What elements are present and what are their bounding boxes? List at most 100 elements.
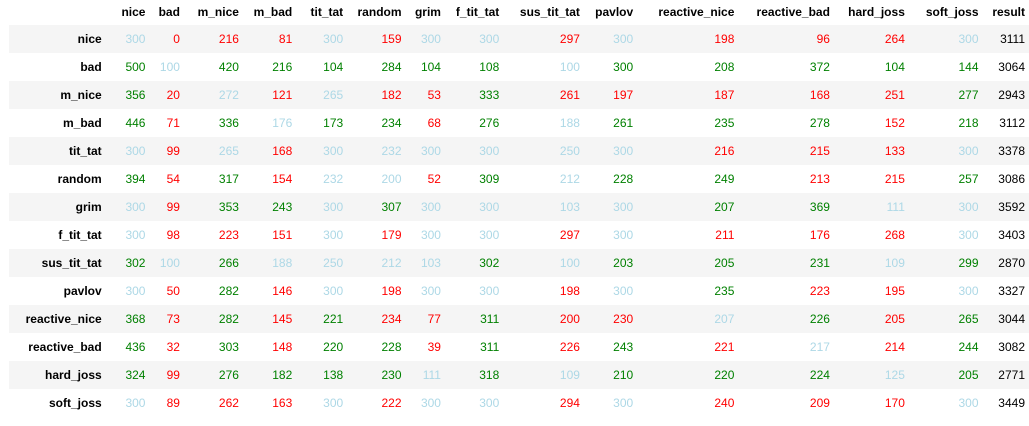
cell-hard-joss: 111 — [886, 200, 905, 214]
cell-sus-tit-tat: 261 — [559, 88, 580, 102]
results-table: nice bad m_nice m_bad tit_tat random grim f_tit… — [9, 0, 1029, 417]
cell-random: 198 — [381, 284, 402, 298]
cell-grim: 300 — [420, 396, 441, 410]
cell-m-bad: 121 — [272, 88, 293, 102]
cell-nice: 368 — [125, 312, 146, 326]
cell-sus-tit-tat: 226 — [559, 340, 580, 354]
cell-reactive-nice: 207 — [714, 312, 735, 326]
cell-nice: 300 — [125, 396, 146, 410]
cell-bad: 100 — [159, 256, 180, 270]
cell-soft-joss: 300 — [958, 200, 979, 214]
cell-hard-joss: 104 — [884, 60, 905, 74]
table-row: soft_joss 300 89 262 163 300 222 300 300 294 300 24… — [9, 389, 1029, 417]
header-corner — [9, 0, 106, 25]
cell-hard-joss: 251 — [884, 88, 905, 102]
cell-m-bad: 216 — [272, 60, 293, 74]
cell-f-tit-tat: 276 — [479, 116, 500, 130]
cell-m-bad: 154 — [272, 172, 293, 186]
cell-reactive-bad: 223 — [809, 284, 830, 298]
cell-random: 212 — [381, 256, 402, 270]
row-label: f_tit_tat — [58, 228, 102, 242]
cell-tit-tat: 250 — [323, 256, 344, 270]
cell-reactive-nice: 221 — [714, 340, 735, 354]
cell-nice: 300 — [125, 200, 146, 214]
table-row: tit_tat 300 99 265 168 300 232 300 300 250 300 216 2… — [9, 137, 1029, 165]
cell-pavlov: 243 — [613, 340, 634, 354]
row-label: grim — [75, 200, 102, 214]
cell-tit-tat: 220 — [323, 340, 344, 354]
cell-m-nice: 265 — [218, 144, 239, 158]
cell-m-bad: 146 — [272, 284, 293, 298]
cell-soft-joss: 300 — [958, 396, 979, 410]
cell-pavlov: 203 — [613, 256, 634, 270]
cell-f-tit-tat: 300 — [479, 284, 500, 298]
column-header-m-nice: m_nice — [197, 5, 239, 19]
cell-reactive-bad: 176 — [809, 228, 830, 242]
column-header-result: result — [992, 5, 1025, 19]
cell-reactive-bad: 215 — [809, 144, 830, 158]
cell-m-nice: 353 — [218, 200, 239, 214]
cell-nice: 436 — [125, 340, 146, 354]
table-row: nice 300 0 216 81 300 159 300 300 297 300 198 96 264 3… — [9, 25, 1029, 53]
cell-tit-tat: 300 — [323, 144, 344, 158]
cell-soft-joss: 218 — [958, 116, 979, 130]
cell-result: 3403 — [998, 228, 1025, 242]
table-row: f_tit_tat 300 98 223 151 300 179 300 300 297 300 21… — [9, 221, 1029, 249]
column-header-hard-joss: hard_joss — [848, 5, 905, 19]
cell-pavlov: 230 — [613, 312, 634, 326]
cell-sus-tit-tat: 100 — [559, 256, 580, 270]
header-row: nice bad m_nice m_bad tit_tat random grim f_tit… — [9, 0, 1029, 25]
cell-tit-tat: 300 — [323, 200, 344, 214]
cell-grim: 300 — [420, 228, 441, 242]
cell-f-tit-tat: 318 — [479, 368, 500, 382]
cell-reactive-bad: 224 — [809, 368, 830, 382]
cell-hard-joss: 152 — [884, 116, 905, 130]
cell-nice: 300 — [125, 284, 146, 298]
cell-hard-joss: 205 — [884, 312, 905, 326]
cell-m-nice: 276 — [218, 368, 239, 382]
cell-nice: 500 — [125, 60, 146, 74]
cell-bad: 99 — [166, 144, 180, 158]
cell-pavlov: 300 — [613, 144, 634, 158]
cell-bad: 32 — [166, 340, 180, 354]
cell-m-bad: 243 — [272, 200, 293, 214]
cell-soft-joss: 244 — [958, 340, 979, 354]
cell-tit-tat: 138 — [323, 368, 344, 382]
cell-tit-tat: 300 — [323, 32, 344, 46]
cell-tit-tat: 300 — [323, 396, 344, 410]
row-label: bad — [80, 60, 102, 74]
cell-m-bad: 182 — [272, 368, 293, 382]
cell-f-tit-tat: 300 — [479, 144, 500, 158]
cell-result: 2771 — [998, 368, 1025, 382]
cell-reactive-nice: 220 — [714, 368, 735, 382]
cell-f-tit-tat: 300 — [479, 228, 500, 242]
cell-result: 3449 — [998, 396, 1025, 410]
cell-f-tit-tat: 309 — [479, 172, 500, 186]
cell-reactive-nice: 235 — [714, 284, 735, 298]
cell-pavlov: 261 — [613, 116, 634, 130]
cell-soft-joss: 265 — [958, 312, 979, 326]
cell-reactive-bad: 369 — [809, 200, 830, 214]
cell-f-tit-tat: 311 — [480, 340, 500, 354]
cell-m-nice: 282 — [218, 312, 239, 326]
cell-result: 3064 — [998, 60, 1025, 74]
cell-soft-joss: 300 — [958, 284, 979, 298]
cell-m-bad: 145 — [272, 312, 293, 326]
row-label: hard_joss — [44, 368, 102, 382]
cell-f-tit-tat: 302 — [479, 256, 500, 270]
cell-random: 232 — [381, 144, 402, 158]
table-row: hard_joss 324 99 276 182 138 230 111 318 109 210 22… — [9, 361, 1029, 389]
cell-bad: 99 — [166, 200, 180, 214]
cell-reactive-nice: 216 — [714, 144, 735, 158]
cell-grim: 52 — [427, 172, 441, 186]
column-header-nice: nice — [121, 5, 146, 19]
cell-soft-joss: 205 — [958, 368, 979, 382]
cell-reactive-bad: 226 — [809, 312, 830, 326]
cell-result: 3112 — [999, 116, 1025, 130]
cell-m-nice: 303 — [218, 340, 239, 354]
cell-sus-tit-tat: 294 — [559, 396, 580, 410]
cell-random: 200 — [381, 172, 402, 186]
cell-bad: 89 — [166, 396, 180, 410]
cell-sus-tit-tat: 212 — [559, 172, 580, 186]
cell-sus-tit-tat: 297 — [559, 228, 580, 242]
